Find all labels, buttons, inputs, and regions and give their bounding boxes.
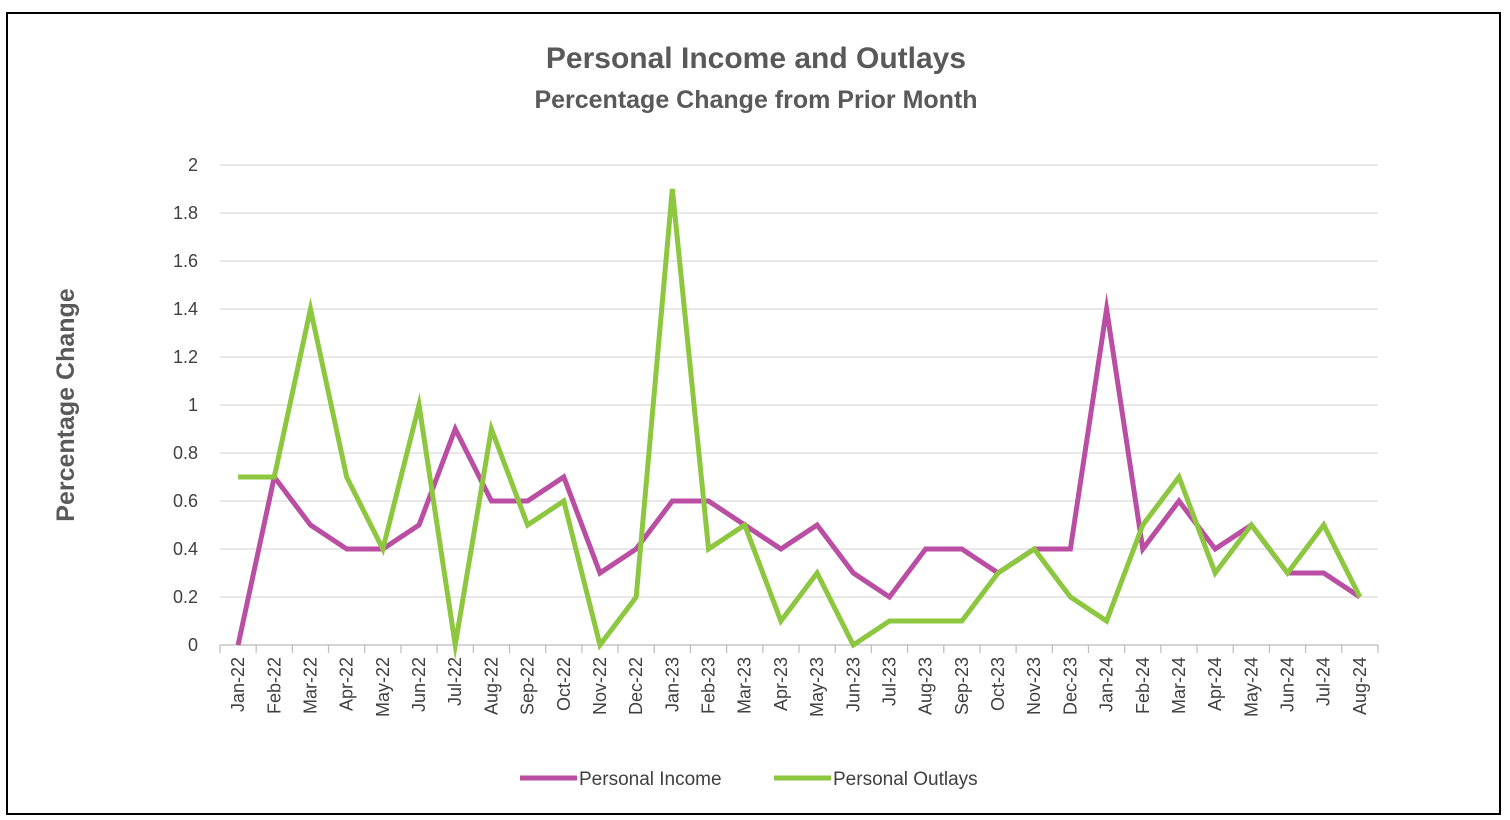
x-tick-label: May-22: [373, 657, 393, 717]
y-tick-label: 0.8: [173, 443, 198, 463]
y-tick-label: 0: [188, 635, 198, 655]
chart-frame: [6, 12, 1501, 815]
x-tick-label: Jun-24: [1278, 657, 1298, 712]
y-tick-label: 1.2: [173, 347, 198, 367]
series-line-1: [238, 188, 1363, 661]
series-line-0: [235, 292, 1362, 646]
x-tick-label: Sep-22: [518, 657, 538, 715]
x-tick-label: Dec-23: [1060, 657, 1080, 715]
y-tick-label: 1.4: [173, 299, 198, 319]
legend-label: Personal Outlays: [833, 769, 978, 790]
y-tick-label: 1: [188, 395, 198, 415]
legend-label: Personal Income: [579, 769, 722, 790]
x-tick-label: Apr-22: [337, 657, 357, 711]
y-tick-label: 1.8: [173, 203, 198, 223]
x-tick-label: Dec-22: [626, 657, 646, 715]
y-tick-label: 0.4: [173, 539, 198, 559]
x-tick-label: Sep-23: [952, 657, 972, 715]
x-tick-label: Aug-22: [481, 657, 501, 715]
x-tick-label: Nov-22: [590, 657, 610, 715]
x-tick-label: Nov-23: [1024, 657, 1044, 715]
x-tick-label: Oct-22: [554, 657, 574, 711]
y-tick-label: 0.6: [173, 491, 198, 511]
x-tick-label: Apr-24: [1205, 657, 1225, 711]
x-tick-label: Jan-23: [662, 657, 682, 712]
x-axis: Jan-22 Feb-22 Mar-22 Apr-22 May-22 Jun-22 Jul-…: [219, 644, 1379, 717]
series-lines: [235, 188, 1363, 661]
x-tick-label: Feb-23: [699, 657, 719, 714]
x-tick-label: Jun-22: [409, 657, 429, 712]
x-tick-label: Jan-22: [228, 657, 248, 712]
chart-title: Personal Income and Outlays: [546, 42, 966, 75]
x-tick-label: Jul-24: [1314, 657, 1334, 706]
gridlines: [220, 164, 1378, 646]
x-tick-label: Mar-24: [1169, 657, 1189, 714]
y-axis-ticks: 0 0.2 0.4 0.6 0.8 1 1.2 1.4 1.6 1.8 2: [173, 155, 198, 655]
x-tick-label: Feb-22: [264, 657, 284, 714]
x-tick-label: Feb-24: [1133, 657, 1153, 714]
x-tick-label: Jul-22: [445, 657, 465, 706]
y-axis-label: Percentage Change: [52, 288, 80, 522]
x-tick-label: Aug-23: [916, 657, 936, 715]
x-tick-label: Mar-23: [735, 657, 755, 714]
x-tick-label: Jan-24: [1097, 657, 1117, 712]
x-tick-label: Aug-24: [1350, 657, 1370, 715]
legend: Personal Income Personal Outlays: [520, 769, 978, 790]
x-tick-label: Mar-22: [300, 657, 320, 714]
x-tick-label: Jul-23: [879, 657, 899, 706]
x-tick-label: May-24: [1241, 657, 1261, 717]
y-tick-label: 0.2: [173, 587, 198, 607]
x-tick-label: May-23: [807, 657, 827, 717]
y-tick-label: 2: [188, 155, 198, 175]
x-tick-label: Jun-23: [843, 657, 863, 712]
chart-subtitle: Percentage Change from Prior Month: [534, 86, 977, 114]
x-tick-label: Oct-23: [988, 657, 1008, 711]
x-tick-label: Apr-23: [771, 657, 791, 711]
y-tick-label: 1.6: [173, 251, 198, 271]
